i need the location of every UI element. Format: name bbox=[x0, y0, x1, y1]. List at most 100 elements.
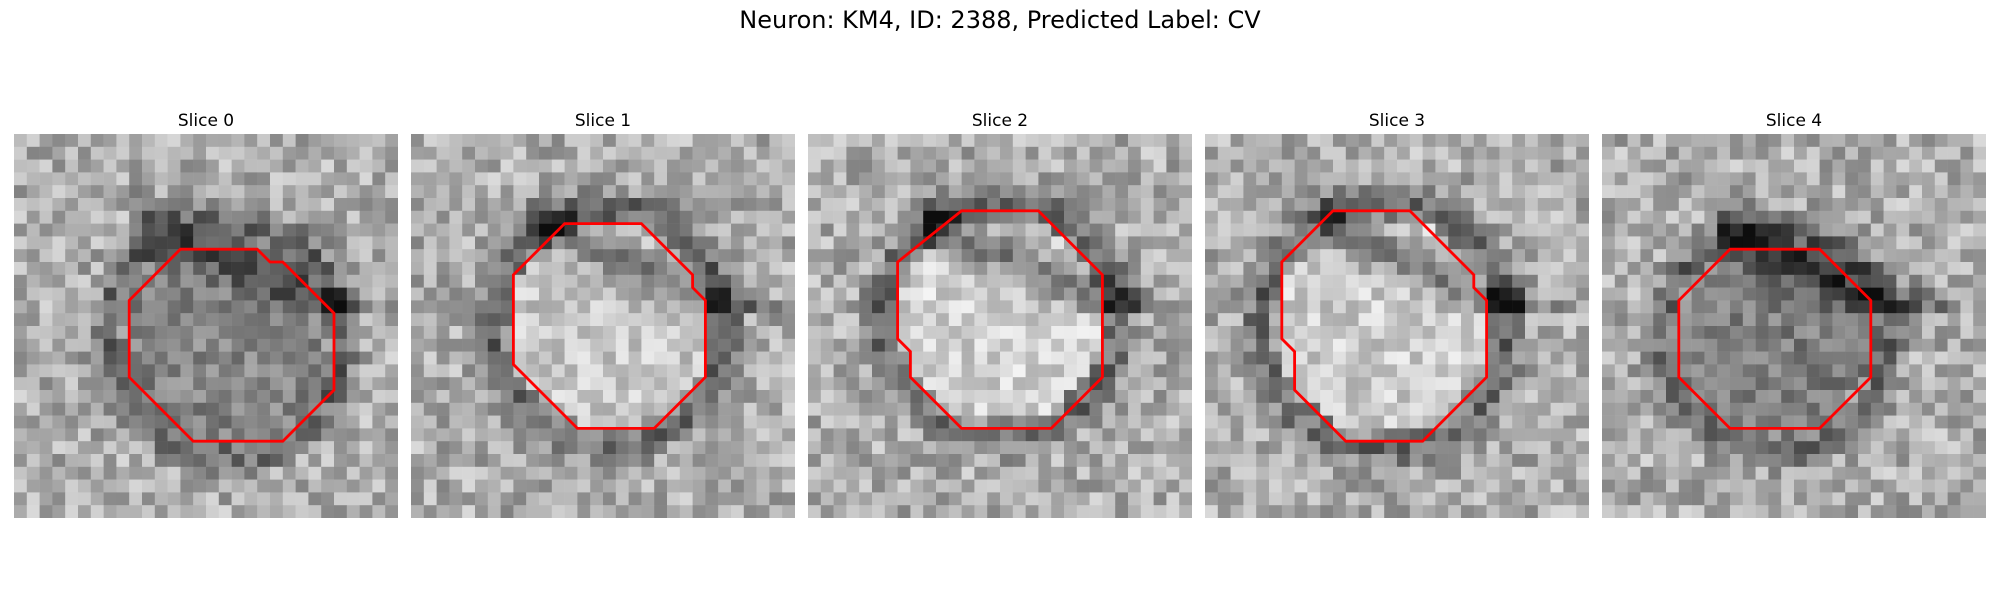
pixel bbox=[1525, 134, 1538, 147]
pixel bbox=[1166, 147, 1179, 160]
pixel bbox=[104, 403, 117, 416]
pixel bbox=[78, 198, 91, 211]
pixel bbox=[360, 172, 373, 185]
pixel bbox=[501, 428, 514, 441]
pixel bbox=[744, 172, 757, 185]
pixel bbox=[244, 313, 257, 326]
pixel bbox=[1384, 275, 1397, 288]
pixel bbox=[283, 390, 296, 403]
pixel bbox=[1576, 211, 1589, 224]
pixel bbox=[539, 441, 552, 454]
pixel bbox=[1410, 492, 1423, 505]
pixel bbox=[360, 505, 373, 518]
pixel bbox=[1653, 300, 1666, 313]
pixel bbox=[1602, 428, 1615, 441]
pixel bbox=[437, 377, 450, 390]
pixel bbox=[1320, 467, 1333, 480]
pixel bbox=[1384, 185, 1397, 198]
pixel bbox=[1371, 249, 1384, 262]
pixel bbox=[1064, 492, 1077, 505]
pixel bbox=[1679, 172, 1692, 185]
pixel bbox=[1768, 352, 1781, 365]
pixel bbox=[834, 467, 847, 480]
pixel bbox=[1384, 224, 1397, 237]
pixel bbox=[1435, 326, 1448, 339]
pixel bbox=[1525, 492, 1538, 505]
pixel bbox=[1013, 300, 1026, 313]
pixel bbox=[1615, 416, 1628, 429]
pixel bbox=[629, 454, 642, 467]
pixel bbox=[1756, 160, 1769, 173]
pixel bbox=[910, 300, 923, 313]
pixel bbox=[1768, 403, 1781, 416]
pixel bbox=[91, 275, 104, 288]
pixel bbox=[1064, 505, 1077, 518]
pixel bbox=[449, 428, 462, 441]
pixel bbox=[1538, 198, 1551, 211]
pixel bbox=[1704, 441, 1717, 454]
pixel bbox=[1295, 339, 1308, 352]
pixel bbox=[1743, 211, 1756, 224]
pixel bbox=[834, 492, 847, 505]
pixel bbox=[155, 211, 168, 224]
pixel bbox=[1512, 249, 1525, 262]
pixel bbox=[1640, 352, 1653, 365]
pixel bbox=[693, 211, 706, 224]
pixel bbox=[1038, 352, 1051, 365]
pixel bbox=[27, 134, 40, 147]
pixel bbox=[898, 416, 911, 429]
pixel bbox=[1525, 262, 1538, 275]
pixel bbox=[1205, 249, 1218, 262]
pixel bbox=[1653, 134, 1666, 147]
pixel bbox=[1295, 211, 1308, 224]
pixel bbox=[1512, 134, 1525, 147]
pixel bbox=[168, 390, 181, 403]
pixel bbox=[1384, 428, 1397, 441]
pixel bbox=[1000, 172, 1013, 185]
pixel bbox=[1448, 480, 1461, 493]
pixel bbox=[1756, 403, 1769, 416]
pixel bbox=[1359, 428, 1372, 441]
pixel bbox=[462, 339, 475, 352]
pixel bbox=[1973, 275, 1986, 288]
pixel bbox=[1423, 211, 1436, 224]
pixel bbox=[1346, 326, 1359, 339]
pixel bbox=[1487, 352, 1500, 365]
pixel bbox=[667, 339, 680, 352]
pixel bbox=[501, 364, 514, 377]
pixel bbox=[1090, 467, 1103, 480]
pixel bbox=[693, 172, 706, 185]
pixel bbox=[91, 326, 104, 339]
pixel bbox=[1653, 467, 1666, 480]
pixel bbox=[1576, 185, 1589, 198]
pixel bbox=[91, 134, 104, 147]
pixel bbox=[52, 288, 65, 301]
pixel bbox=[104, 416, 117, 429]
pixel bbox=[180, 134, 193, 147]
pixel bbox=[1858, 313, 1871, 326]
pixel bbox=[424, 313, 437, 326]
pixel bbox=[949, 339, 962, 352]
pixel bbox=[1269, 275, 1282, 288]
pixel bbox=[1640, 185, 1653, 198]
pixel bbox=[78, 172, 91, 185]
pixel bbox=[1538, 352, 1551, 365]
pixel bbox=[1884, 134, 1897, 147]
pixel bbox=[1218, 441, 1231, 454]
pixel bbox=[667, 275, 680, 288]
pixel bbox=[1525, 236, 1538, 249]
pixel bbox=[782, 160, 795, 173]
pixel bbox=[923, 211, 936, 224]
pixel bbox=[1218, 275, 1231, 288]
pixel bbox=[552, 236, 565, 249]
pixel bbox=[1077, 403, 1090, 416]
pixel bbox=[52, 352, 65, 365]
pixel bbox=[372, 416, 385, 429]
pixel bbox=[270, 339, 283, 352]
pixel bbox=[1640, 134, 1653, 147]
pixel bbox=[1743, 224, 1756, 237]
pixel bbox=[757, 390, 770, 403]
pixel bbox=[885, 172, 898, 185]
pixel bbox=[769, 160, 782, 173]
pixel bbox=[411, 198, 424, 211]
